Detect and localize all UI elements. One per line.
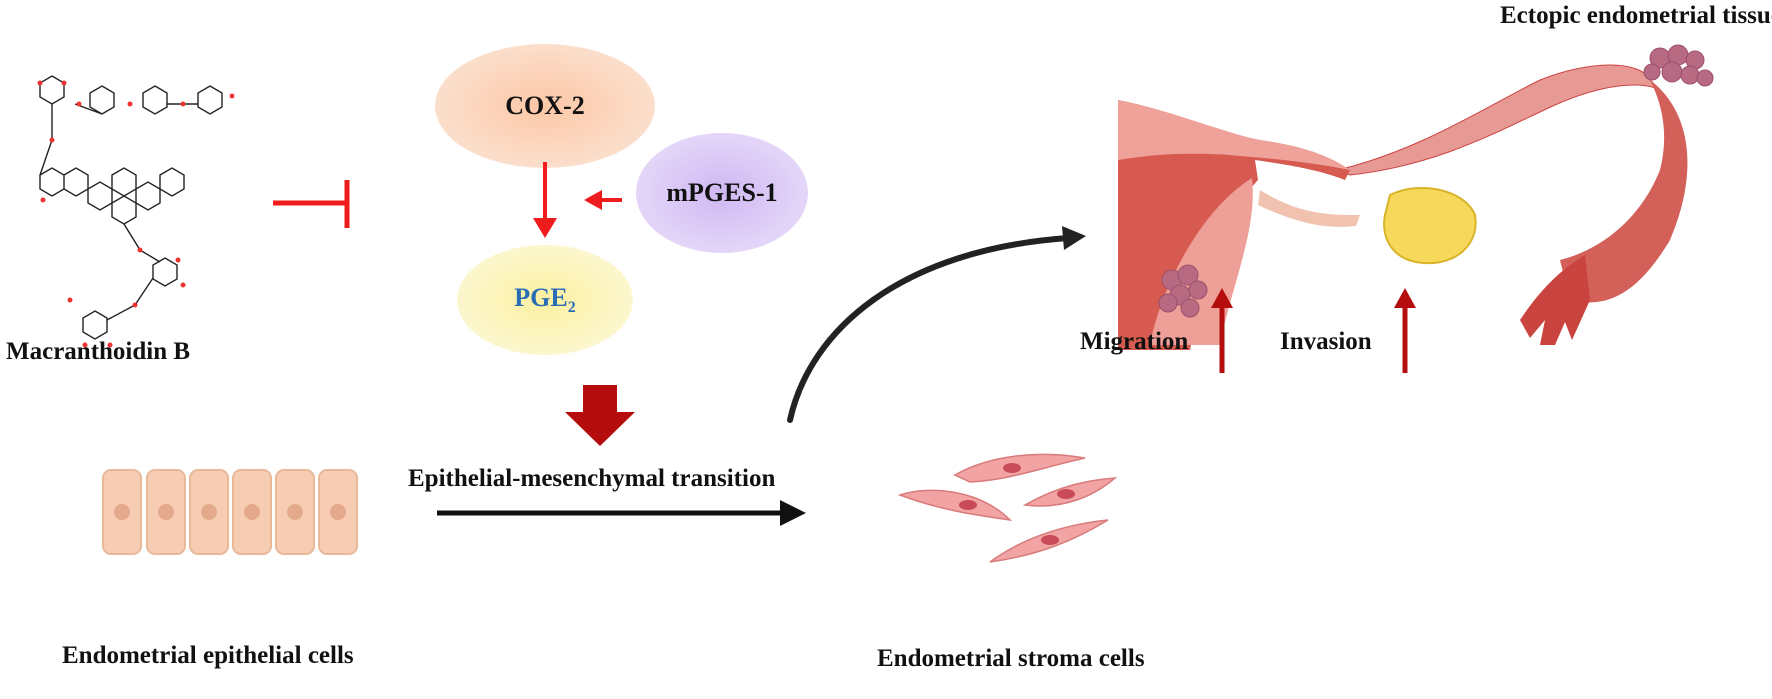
pge2-base: PGE [514,282,568,312]
macranthoidin-b-structure [39,75,223,340]
pge2-node [457,245,633,355]
sugar-ring [197,85,223,115]
curved-arrow-to-uterus [787,226,1086,423]
migration-up-arrow [1211,288,1233,373]
pge2-label: PGE2 [514,283,575,317]
cox2-label: COX-2 [505,91,585,120]
sugar-ring [39,75,65,105]
arrow-mpges1-to-pathway [584,190,622,210]
emt-arrow [437,500,806,526]
epithelial-cell [146,469,186,555]
mpges1-node [636,133,808,253]
compound-name: Macranthoidin B [6,338,191,365]
uterus-illustration [1118,44,1714,350]
arrow-cox2-to-pge2 [533,162,557,238]
sugar-ring [152,257,178,287]
ectopic-lesion [1643,44,1714,87]
sugar-ring [82,310,108,340]
inhibition-symbol [273,180,350,228]
sugar-ring [89,85,115,115]
endometrial-lesion [1158,264,1208,318]
pge2-subscript: 2 [567,299,576,317]
emt-label: Epithelial-mesenchymal transition [408,465,776,492]
mpges1-label: mPGES-1 [666,178,778,207]
stroma-cell [897,489,1013,522]
sugar-ring [142,85,168,115]
ectopic-tissue-label: Ectopic endometrial tissue [1500,2,1772,29]
stroma-cell [953,453,1086,483]
epithelial-cell [102,469,142,555]
epithelial-cells-label: Endometrial epithelial cells [62,642,354,669]
cox2-node [435,44,655,168]
epithelial-cell [275,469,315,555]
ovary [1383,187,1477,265]
invasion-label: Invasion [1280,328,1372,355]
stroma-cell [989,519,1109,563]
epithelial-cell [318,469,358,555]
epithelial-cell [189,469,229,555]
epithelial-cells [102,469,358,555]
molecule-oxygen-marks [37,80,235,348]
epithelial-cell [232,469,272,555]
migration-label: Migration [1080,328,1189,355]
stroma-cells-label: Endometrial stroma cells [877,645,1145,672]
stroma-cells [897,453,1118,563]
stroma-cell [1022,477,1118,507]
block-arrow-down [565,385,635,446]
invasion-up-arrow [1394,288,1416,373]
